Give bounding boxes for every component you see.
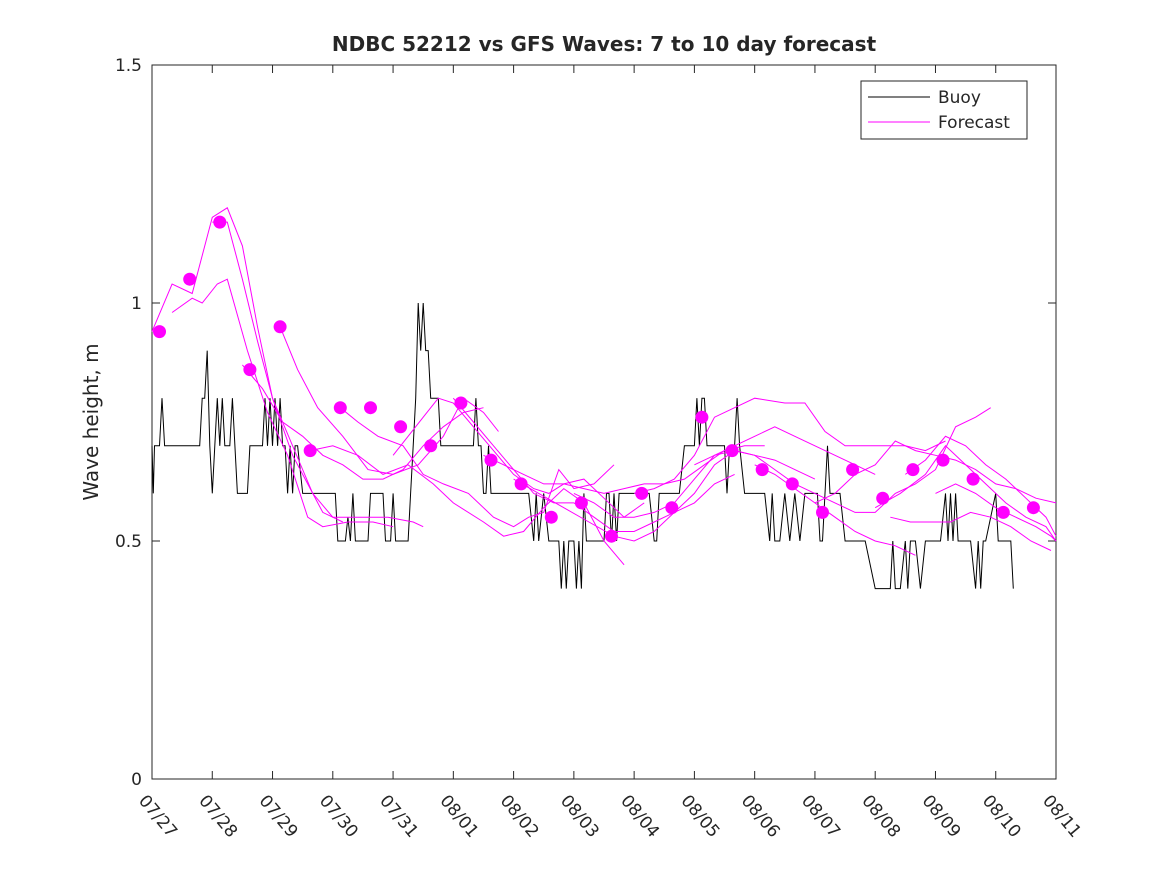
forecast-runs (151, 207, 1057, 566)
y-tick-label: 0.5 (115, 532, 142, 552)
forecast-marker (755, 463, 769, 477)
y-axis-label: Wave height, m (79, 343, 103, 500)
forecast-marker (635, 486, 649, 500)
y-tick-label: 1 (131, 294, 142, 314)
forecast-marker (605, 529, 618, 543)
forecast-marker (876, 491, 890, 505)
forecast-marker (454, 396, 468, 410)
forecast-run-line (212, 221, 424, 528)
forecast-marker (514, 477, 528, 491)
forecast-marker (273, 320, 287, 334)
y-axis-ticks: 0 0.5 1 1.5 (115, 56, 1056, 790)
forecast-run-line (242, 364, 484, 480)
legend-box (860, 80, 1028, 140)
forecast-marker (394, 420, 408, 434)
forecast-marker (906, 463, 920, 477)
forecast-marker (364, 401, 377, 415)
forecast-marker (303, 444, 317, 458)
chart-title: NDBC 52212 vs GFS Waves: 7 to 10 day for… (332, 32, 877, 56)
forecast-marker (484, 453, 498, 467)
forecast-run-line (573, 426, 876, 518)
legend-forecast-label: Forecast (938, 113, 1010, 133)
forecast-marker (574, 496, 588, 510)
forecast-run-line (171, 278, 394, 528)
forecast-run-line (483, 445, 765, 494)
forecast-run-line (694, 407, 991, 513)
forecast-marker (936, 453, 950, 467)
forecast-run-line (890, 511, 1052, 551)
forecast-marker (183, 272, 197, 286)
forecast-marker (424, 439, 438, 453)
forecast-marker (816, 505, 829, 519)
forecast-run-line (633, 397, 946, 494)
forecast-marker (846, 463, 860, 477)
forecast-markers (153, 215, 1040, 543)
forecast-run-line (905, 435, 1057, 537)
plot-area (151, 64, 1057, 780)
y-tick-label: 1.5 (115, 56, 142, 76)
forecast-marker (996, 505, 1010, 519)
forecast-run-line (754, 464, 916, 556)
forecast-marker (785, 477, 799, 491)
forecast-marker (695, 410, 709, 424)
forecast-marker (1026, 501, 1040, 515)
legend: Buoy Forecast (860, 80, 1028, 140)
forecast-marker (966, 472, 980, 486)
forecast-marker (544, 510, 558, 524)
forecast-marker (213, 215, 227, 229)
forecast-run-line (279, 326, 499, 475)
forecast-marker (153, 325, 166, 339)
forecast-marker (333, 401, 347, 415)
forecast-marker (725, 444, 739, 458)
forecast-marker (243, 363, 257, 377)
y-tick-label: 0 (131, 770, 142, 790)
forecast-run-line (452, 397, 735, 532)
forecast-marker (665, 501, 679, 515)
legend-buoy-label: Buoy (938, 88, 981, 108)
